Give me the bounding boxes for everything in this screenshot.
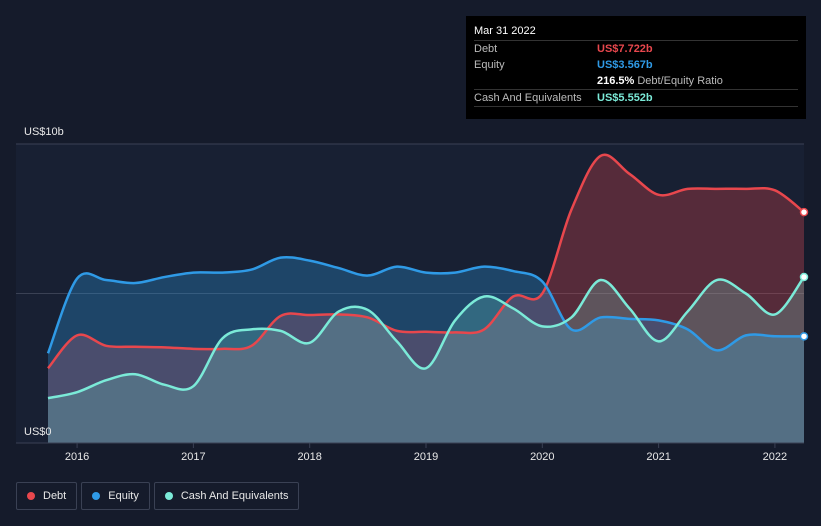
legend-label-debt: Debt [43, 490, 67, 502]
tooltip-value-ratio: 216.5% [597, 75, 635, 87]
y-axis-bottom-label: US$0 [24, 426, 52, 438]
legend-item-equity[interactable]: Equity [81, 482, 150, 510]
tooltip-value-equity: US$3.567b [597, 59, 653, 71]
tooltip-date: Mar 31 2022 [474, 25, 536, 37]
x-tick-label: 2021 [646, 451, 670, 463]
x-tick-label: 2018 [297, 451, 321, 463]
legend-dot-debt [27, 492, 35, 500]
debt-line [47, 153, 805, 370]
x-tick-label: 2019 [414, 451, 438, 463]
legend-label-equity: Equity [108, 490, 139, 502]
tooltip-value-debt: US$7.722b [597, 43, 653, 55]
debt-area [48, 154, 804, 443]
legend-item-cash[interactable]: Cash And Equivalents [153, 482, 300, 510]
tooltip-row-cash: Cash And Equivalents US$5.552b [474, 89, 798, 106]
tooltip: Mar 31 2022 Debt US$7.722b Equity US$3.5… [466, 16, 806, 119]
x-tick-label: 2017 [181, 451, 205, 463]
legend-dot-cash [164, 492, 173, 500]
tooltip-label: Cash And Equivalents [474, 92, 582, 104]
x-tick-label: 2016 [65, 451, 89, 463]
tooltip-ratio-caption: Debt/Equity Ratio [637, 75, 723, 87]
tooltip-label [474, 73, 597, 89]
tooltip-row-equity: Equity US$3.567b [474, 57, 798, 73]
tooltip-value-cash: US$5.552b [597, 92, 653, 104]
y-axis-top-label: US$10b [24, 126, 64, 138]
x-tick-label: 2020 [530, 451, 554, 463]
x-tick-label: 2022 [763, 451, 787, 463]
legend-item-debt[interactable]: Debt [16, 482, 78, 510]
tooltip-label: Debt [474, 43, 498, 55]
tooltip-row-debt: Debt US$7.722b [474, 40, 798, 57]
legend-label-cash: Cash And Equivalents [180, 490, 289, 502]
tooltip-label: Equity [474, 59, 505, 71]
equity-area [48, 257, 804, 443]
legend: Debt Equity Cash And Equivalents [16, 482, 303, 510]
legend-dot-equity [92, 492, 101, 500]
cash-and-equivalents-line [47, 276, 806, 400]
tooltip-row-ratio: 216.5% Debt/Equity Ratio [474, 73, 798, 89]
cash-and-equivalents-end-point [799, 272, 809, 282]
debt-end-point [799, 207, 809, 217]
equity-end-point [799, 332, 809, 341]
